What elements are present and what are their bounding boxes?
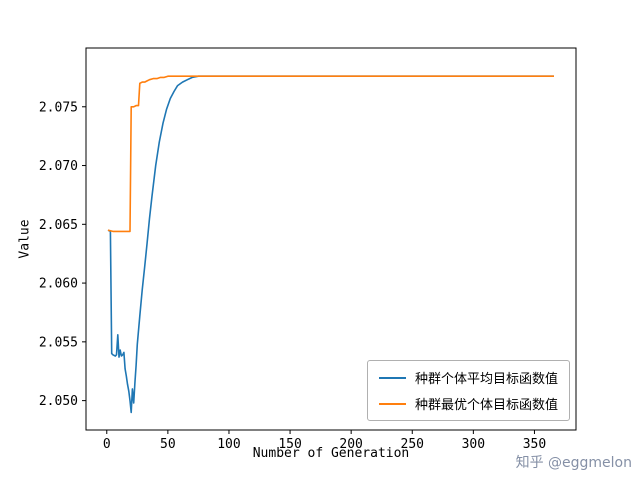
x-tick-label: 200 [339,437,362,452]
y-tick-label: 2.060 [39,277,78,292]
legend-entry: 种群个体平均目标函数值 [378,368,558,387]
x-tick-label: 150 [278,437,301,452]
x-tick-label: 300 [462,437,485,452]
x-tick-label: 0 [103,437,111,452]
y-tick-label: 2.055 [39,335,78,350]
legend-line-sample [378,376,406,379]
y-tick-label: 2.050 [39,394,78,409]
legend: 种群个体平均目标函数值 种群最优个体目标函数值 [366,360,570,421]
x-tick-label: 250 [401,437,424,452]
y-tick-label: 2.070 [39,159,78,174]
legend-label: 种群最优个体目标函数值 [414,398,558,413]
y-axis-label: Value [17,219,33,259]
y-tick-label: 2.065 [39,218,78,233]
legend-line-sample [378,402,406,405]
x-tick-label: 350 [523,437,546,452]
watermark: 知乎 @eggmelon [515,455,632,471]
y-tick-label: 2.075 [39,100,78,115]
plot-frame [85,47,577,431]
x-tick-label: 100 [217,437,240,452]
x-axis-label: Number of Generation [252,446,410,461]
x-tick-label: 50 [160,437,176,452]
series-line-best [107,75,554,233]
legend-entry: 种群最优个体目标函数值 [378,394,558,413]
legend-label: 种群个体平均目标函数值 [414,372,558,387]
